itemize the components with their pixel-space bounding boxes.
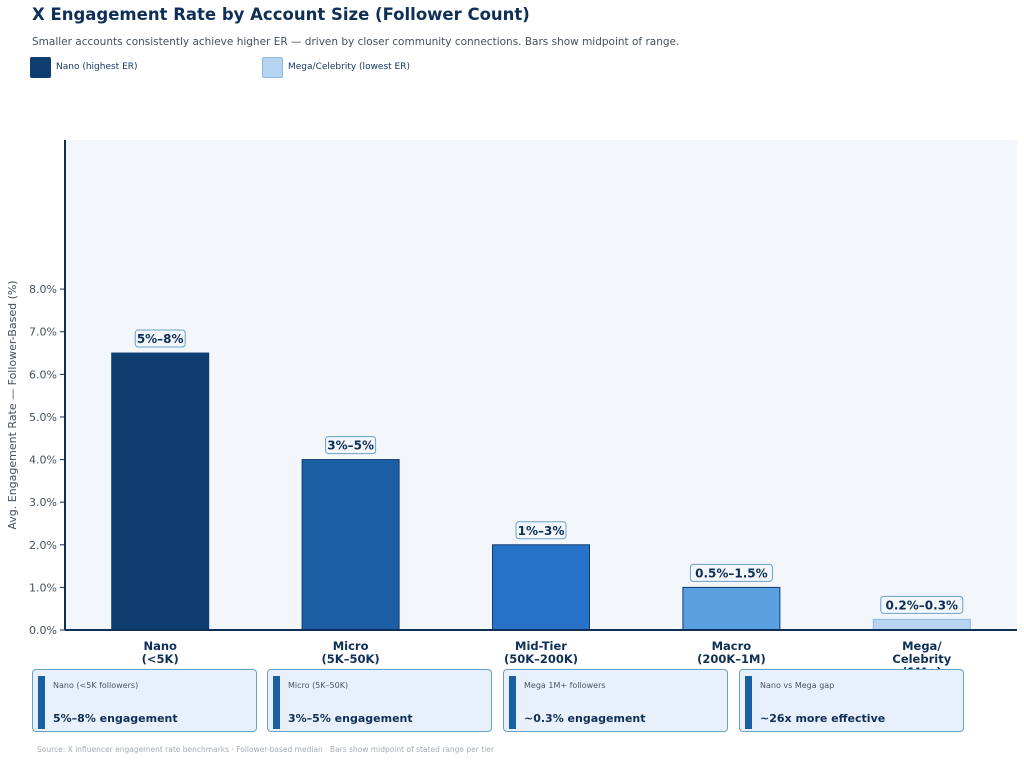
x-tick-label: (<5K) bbox=[142, 652, 179, 666]
x-tick-label: Macro bbox=[712, 639, 752, 653]
data-label: 3%–5% bbox=[327, 439, 374, 453]
y-tick-label: 5.0% bbox=[29, 411, 57, 424]
legend-item-mega: Mega/Celebrity (lowest ER) bbox=[262, 56, 410, 78]
card-accent-bar bbox=[38, 676, 45, 729]
legend-label-nano: Nano (highest ER) bbox=[56, 62, 138, 72]
y-tick-label: 0.0% bbox=[29, 624, 57, 637]
x-tick-label: (200K–1M) bbox=[697, 652, 766, 666]
legend-label-mega: Mega/Celebrity (lowest ER) bbox=[288, 62, 410, 72]
y-tick-label: 8.0% bbox=[29, 283, 57, 296]
x-tick-label: (5K–50K) bbox=[322, 652, 380, 666]
stat-card-gap: Nano vs Mega gap ~26x more effective bbox=[739, 669, 964, 732]
y-axis-label: Avg. Engagement Rate — Follower-Based (%… bbox=[6, 280, 19, 529]
card-accent-bar bbox=[745, 676, 752, 729]
card-label: Micro (5K–50K) bbox=[288, 681, 349, 690]
data-label-box bbox=[515, 521, 567, 540]
stat-card-nano: Nano (<5K followers) 5%–8% engagement bbox=[32, 669, 257, 732]
legend-swatch-mega bbox=[262, 56, 283, 78]
card-value: ~0.3% engagement bbox=[524, 712, 646, 725]
card-label: Nano vs Mega gap bbox=[760, 681, 835, 690]
y-tick-label: 7.0% bbox=[29, 326, 57, 339]
x-tick-label: Nano bbox=[143, 639, 177, 653]
stat-card-mega: Mega 1M+ followers ~0.3% engagement bbox=[503, 669, 728, 732]
card-label: Nano (<5K followers) bbox=[53, 681, 139, 690]
bar bbox=[301, 459, 400, 631]
data-label-box bbox=[325, 436, 377, 455]
data-label-box bbox=[134, 329, 186, 348]
card-label: Mega 1M+ followers bbox=[524, 681, 606, 690]
card-accent-bar bbox=[273, 676, 280, 729]
bar bbox=[492, 544, 590, 631]
data-label: 1%–3% bbox=[518, 524, 565, 538]
bar bbox=[111, 352, 210, 631]
x-tick-label: Micro bbox=[333, 639, 369, 653]
y-tick-label: 2.0% bbox=[29, 539, 57, 552]
bar bbox=[872, 618, 971, 631]
x-tick-label: Mid-Tier bbox=[515, 639, 567, 653]
x-tick-label: (50K–200K) bbox=[504, 652, 578, 666]
data-label-box bbox=[689, 563, 773, 582]
chart-subtitle: Smaller accounts consistently achieve hi… bbox=[32, 36, 680, 48]
y-tick-label: 1.0% bbox=[29, 581, 57, 594]
data-label: 0.2%–0.3% bbox=[886, 598, 959, 612]
card-value: ~26x more effective bbox=[760, 712, 886, 725]
stat-card-micro: Micro (5K–50K) 3%–5% engagement bbox=[267, 669, 492, 732]
source-note: Source: X influencer engagement rate ben… bbox=[37, 745, 494, 754]
chart-title: X Engagement Rate by Account Size (Follo… bbox=[32, 5, 530, 24]
card-value: 3%–5% engagement bbox=[288, 712, 413, 725]
x-tick-label: Mega/ bbox=[902, 639, 942, 653]
y-tick-label: 6.0% bbox=[29, 368, 57, 381]
data-label: 5%–8% bbox=[137, 332, 184, 346]
y-tick-label: 4.0% bbox=[29, 454, 57, 467]
legend-swatch-nano bbox=[30, 56, 51, 78]
card-accent-bar bbox=[509, 676, 516, 729]
legend-item-nano: Nano (highest ER) bbox=[30, 56, 138, 78]
bar bbox=[682, 586, 781, 631]
x-tick-label: Celebrity bbox=[892, 652, 951, 666]
card-value: 5%–8% engagement bbox=[53, 712, 178, 725]
data-label: 0.5%–1.5% bbox=[695, 566, 768, 580]
y-tick-label: 3.0% bbox=[29, 496, 57, 509]
data-label-box bbox=[880, 595, 964, 614]
